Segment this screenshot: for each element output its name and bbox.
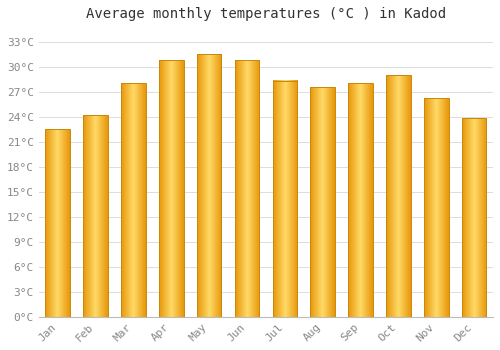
Bar (310, 88, 335, 317)
Bar (234, 60, 260, 317)
Bar (84, 115, 108, 317)
Bar (121, 83, 146, 317)
Bar (159, 60, 184, 317)
Bar (424, 98, 448, 317)
Bar (386, 75, 410, 317)
Bar (197, 54, 222, 317)
Bar (462, 118, 486, 317)
Bar (46, 129, 70, 317)
Title: Average monthly temperatures (°C ) in Kadod: Average monthly temperatures (°C ) in Ka… (86, 7, 446, 21)
Bar (348, 83, 373, 317)
Bar (272, 81, 297, 317)
